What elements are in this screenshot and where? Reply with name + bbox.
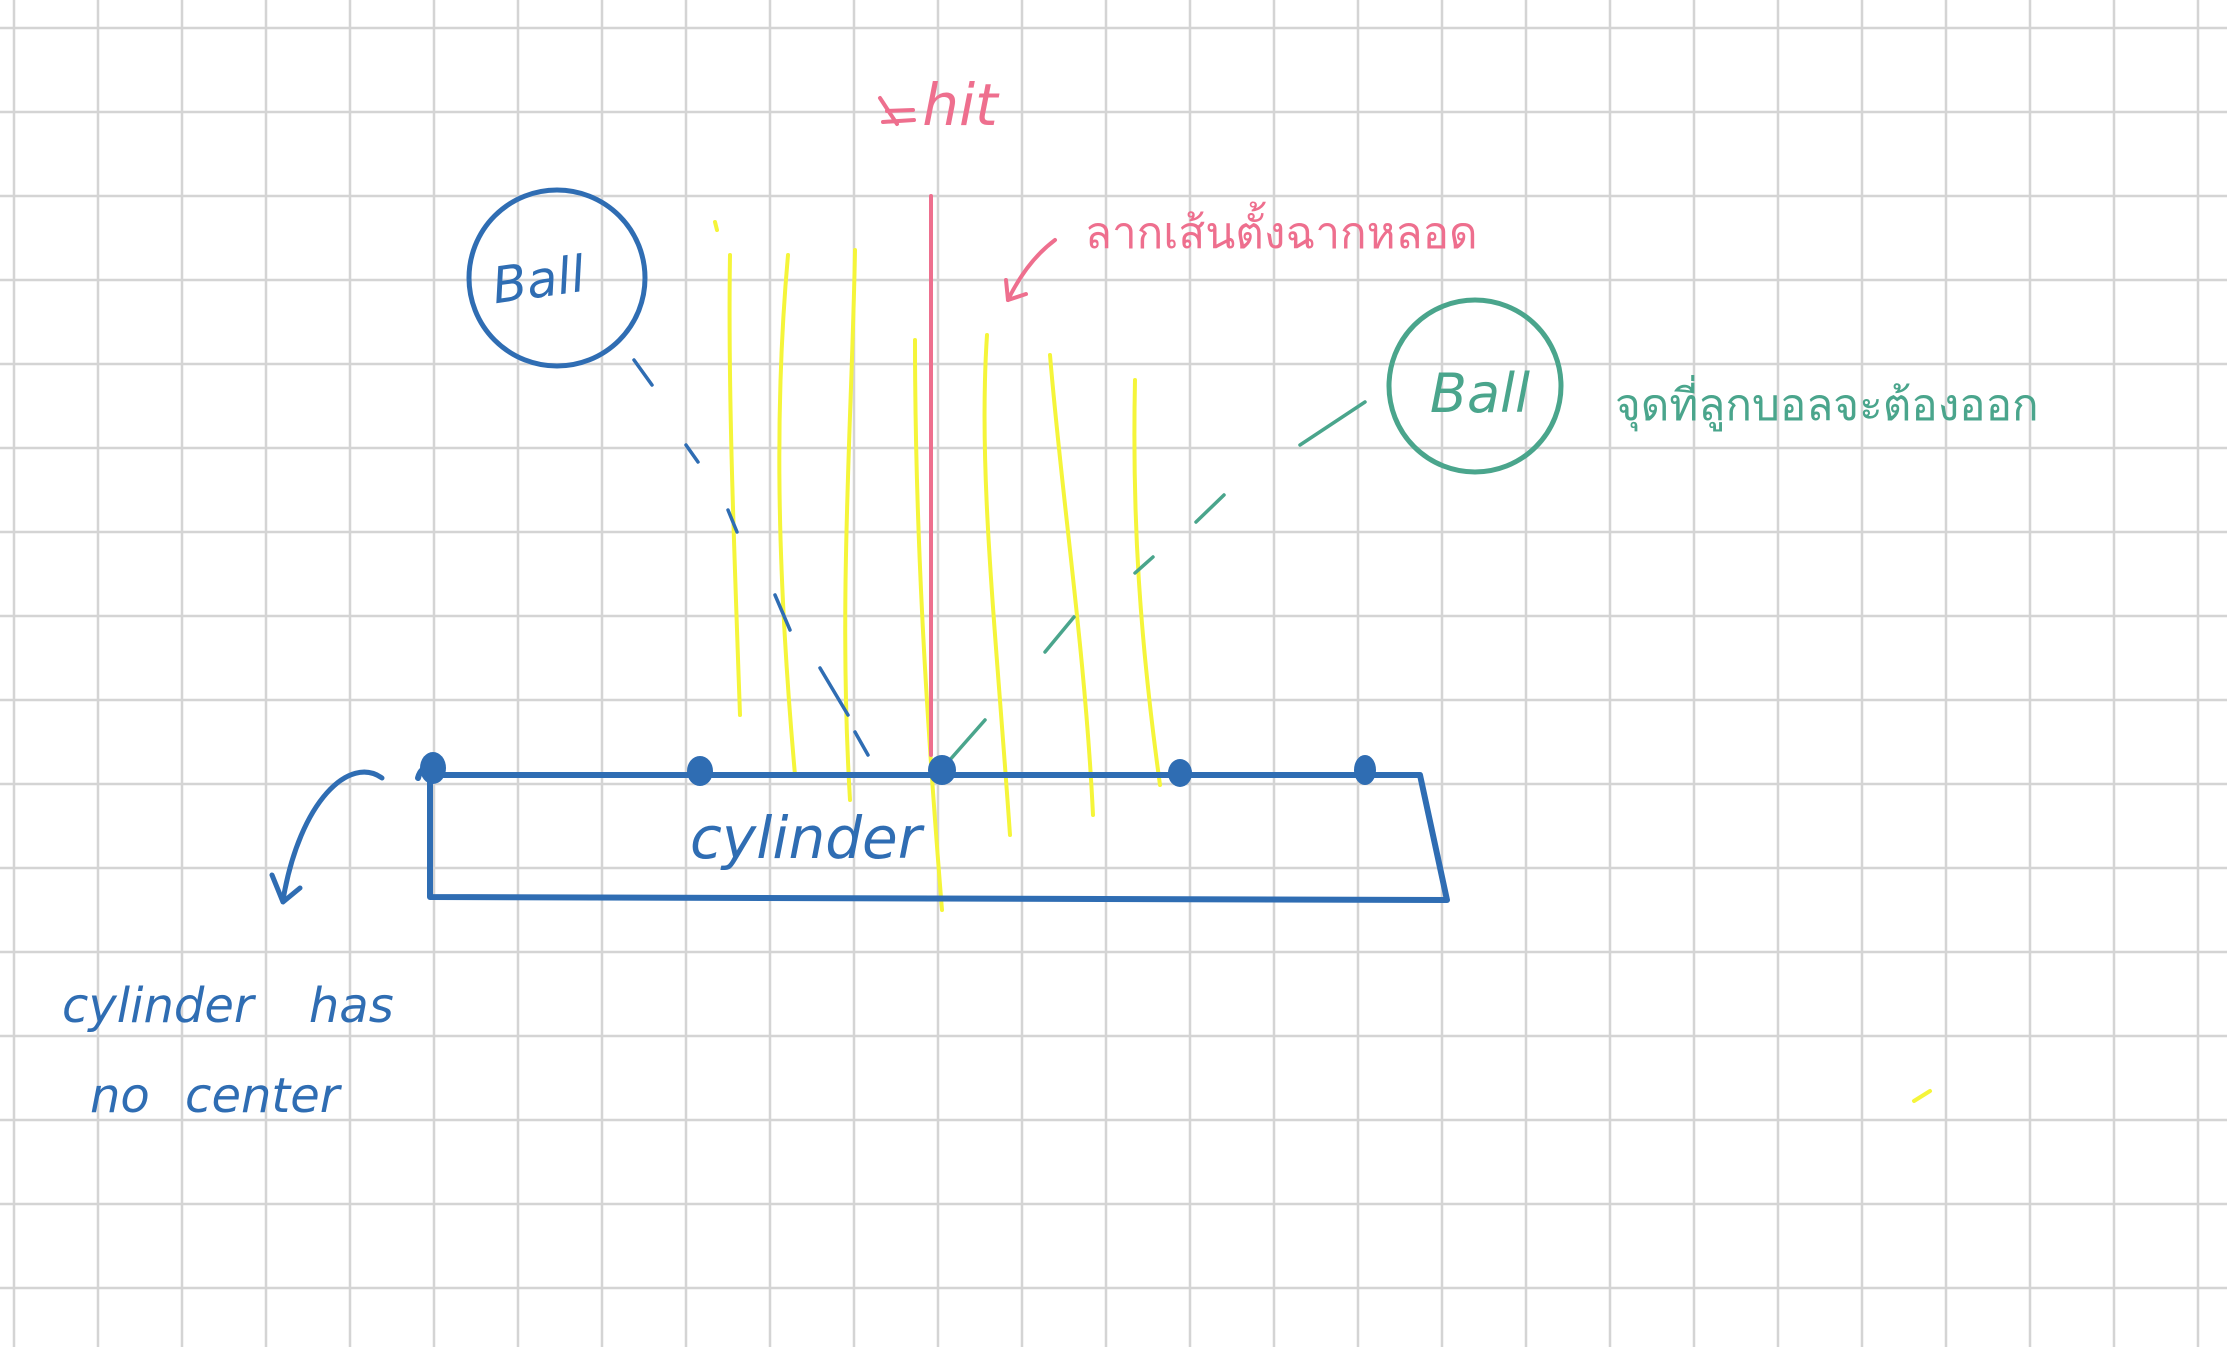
cylinder-label: cylinder xyxy=(690,804,925,872)
pink-markings xyxy=(878,96,1057,757)
left-ball: Ball xyxy=(466,187,648,369)
pink-hit-arrow xyxy=(878,96,916,126)
yellow-tick-corner xyxy=(1912,1089,1932,1103)
yellow-tick-top xyxy=(713,220,719,232)
blue-curved-arrow xyxy=(269,769,385,905)
yellow-line-1 xyxy=(727,253,742,717)
yellow-field-lines xyxy=(713,220,1932,1103)
pink-arrow-head xyxy=(1004,278,1028,302)
teal-dashed-trajectory xyxy=(946,400,1367,764)
yellow-line-5 xyxy=(982,333,1012,837)
cylinder-note-line-2: no center xyxy=(90,1068,343,1124)
yellow-line-3 xyxy=(843,248,857,802)
right-ball: Ball xyxy=(1386,297,1564,475)
right-ball-label: Ball xyxy=(1430,362,1530,425)
thai-note-exit-point: จุดที่ลูกบอลจะต้องออก xyxy=(1615,374,2039,432)
thai-note-perpendicular: ลากเส้นตั้งฉากหลอด xyxy=(1085,201,1478,259)
yellow-line-7 xyxy=(1132,378,1162,787)
pink-arrow-to-line xyxy=(1006,238,1057,302)
cylinder-dots xyxy=(420,752,1376,787)
yellow-line-6 xyxy=(1048,353,1095,817)
blue-dashed-trajectory xyxy=(632,358,870,757)
left-ball-label: Ball xyxy=(489,245,589,315)
hit-label: hit xyxy=(922,71,1000,139)
cylinder-note-line-1: cylinder has xyxy=(62,978,394,1034)
yellow-line-2 xyxy=(777,253,797,777)
yellow-line-4 xyxy=(913,338,944,912)
